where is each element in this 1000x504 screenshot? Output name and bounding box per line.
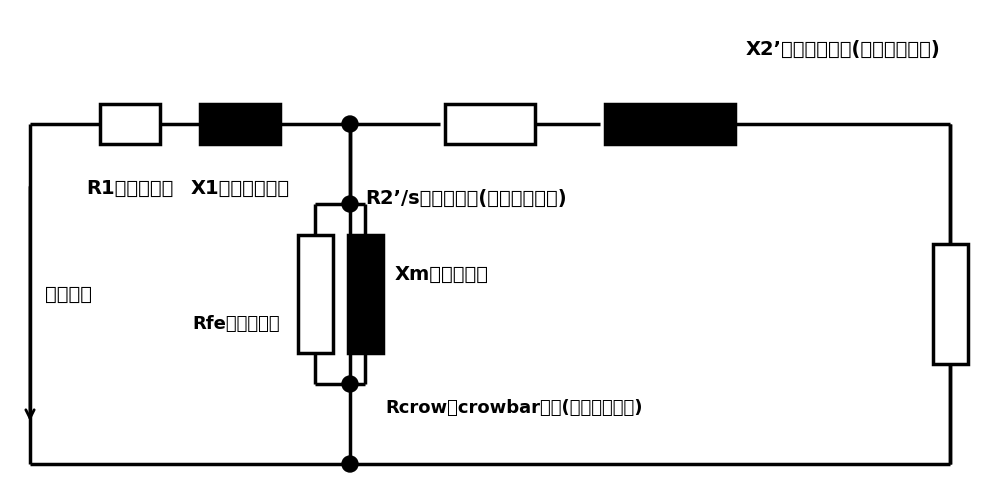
Circle shape	[342, 376, 358, 392]
Circle shape	[342, 456, 358, 472]
Bar	[100, 104, 160, 144]
Text: Xm：磁化感抗: Xm：磁化感抗	[395, 265, 489, 283]
Text: R2’/s：转子阻抗(折算到定子侧): R2’/s：转子阻抗(折算到定子侧)	[365, 189, 567, 208]
Text: X1：定子漏感抗: X1：定子漏感抗	[190, 179, 290, 198]
Circle shape	[342, 196, 358, 212]
Text: R1：定子阻抗: R1：定子阻抗	[86, 179, 174, 198]
Text: Rcrow：crowbar电阻(折算到定子侧): Rcrow：crowbar电阻(折算到定子侧)	[385, 399, 642, 417]
Text: 定子电压: 定子电压	[45, 284, 92, 303]
Bar	[445, 104, 535, 144]
Bar	[932, 244, 968, 364]
Circle shape	[342, 116, 358, 132]
Bar	[605, 104, 735, 144]
Bar	[200, 104, 280, 144]
Text: X2’：转子漏感抗(折算到定子侧): X2’：转子漏感抗(折算到定子侧)	[745, 40, 940, 59]
Bar	[348, 235, 382, 352]
Bar	[298, 235, 332, 352]
Text: Rfe：铁损电阻: Rfe：铁损电阻	[192, 315, 280, 333]
